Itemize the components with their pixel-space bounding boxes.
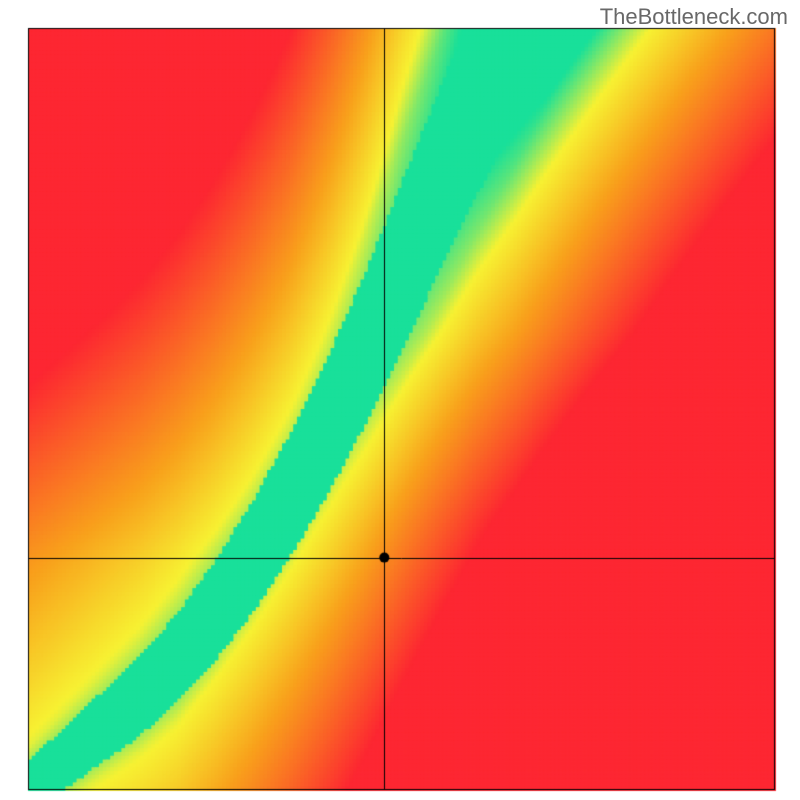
watermark-text: TheBottleneck.com	[600, 4, 788, 30]
heatmap-canvas	[0, 0, 800, 800]
chart-container: TheBottleneck.com	[0, 0, 800, 800]
